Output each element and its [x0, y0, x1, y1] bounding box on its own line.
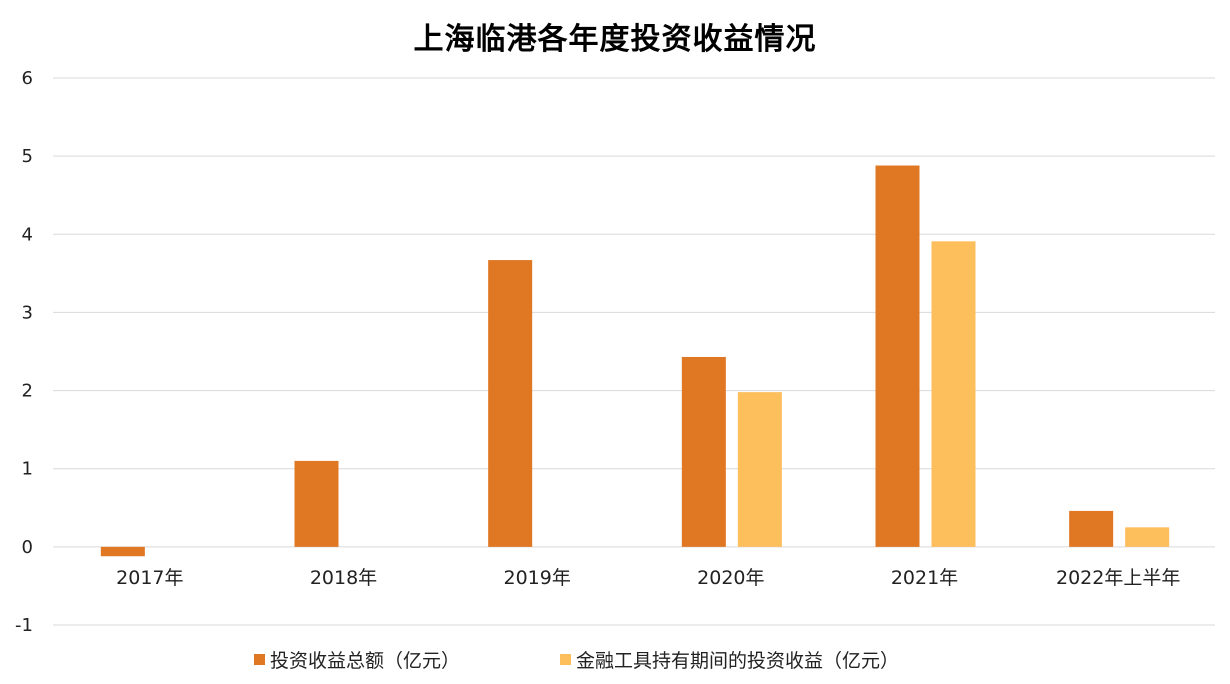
- bar-series2: [1125, 527, 1170, 547]
- x-tick-label: 2017年: [116, 567, 183, 589]
- legend-swatch: [560, 654, 571, 665]
- y-tick-label: 6: [22, 68, 33, 89]
- y-tick-label: 5: [22, 146, 33, 167]
- y-tick-label: 2: [22, 381, 33, 402]
- y-tick-label: -1: [15, 615, 33, 636]
- legend-swatch: [254, 654, 265, 665]
- bar-series1: [875, 165, 920, 547]
- x-tick-label: 2018年: [310, 567, 377, 589]
- y-tick-label: 0: [22, 537, 33, 558]
- bar-series2: [931, 241, 976, 547]
- x-tick-label: 2019年: [503, 567, 570, 589]
- x-tick-label: 2022年上半年: [1056, 567, 1180, 589]
- bar-series1: [488, 260, 533, 547]
- x-tick-label: 2021年: [891, 567, 958, 589]
- chart-title: 上海临港各年度投资收益情况: [413, 22, 817, 57]
- legend-label: 金融工具持有期间的投资收益（亿元）: [576, 650, 899, 672]
- y-tick-label: 4: [22, 224, 33, 245]
- bar-series2: [737, 392, 782, 547]
- y-tick-label: 1: [22, 459, 33, 480]
- legend-label: 投资收益总额（亿元）: [270, 650, 460, 672]
- y-tick-label: 3: [22, 302, 33, 323]
- bar-series1: [294, 460, 339, 547]
- bar-series1: [100, 546, 145, 557]
- bar-series1: [681, 356, 726, 547]
- x-tick-label: 2020年: [697, 567, 764, 589]
- bar-series1: [1069, 510, 1114, 547]
